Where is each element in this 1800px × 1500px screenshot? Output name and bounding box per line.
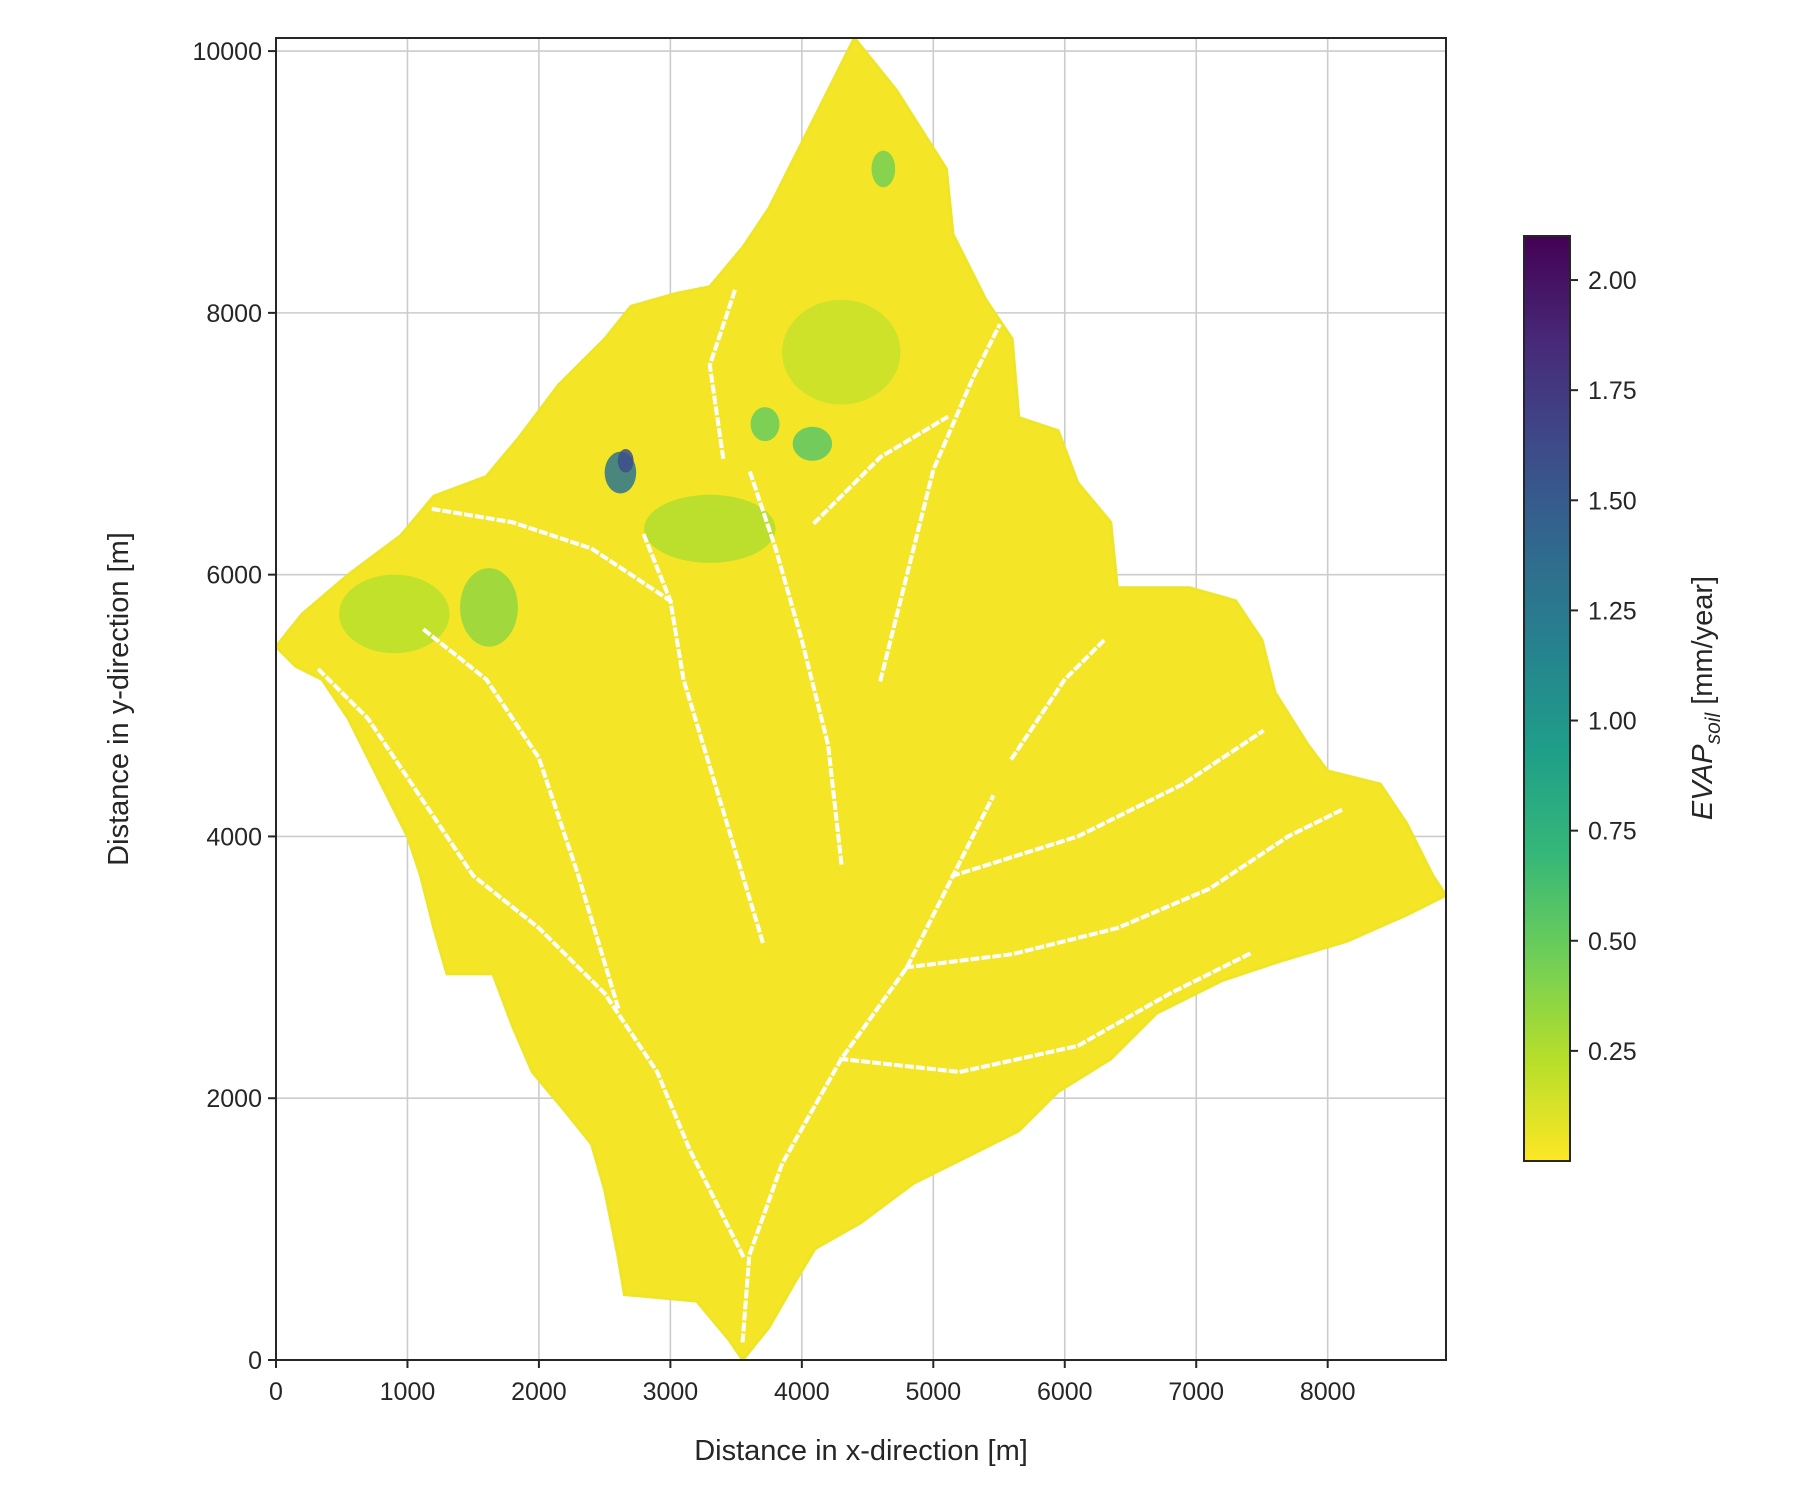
x-tick-label: 7000 (1168, 1378, 1224, 1406)
colorbar-tick-label: 1.25 (1588, 597, 1637, 625)
channel-cells (746, 467, 844, 865)
channel-cells (417, 624, 621, 1010)
axes-frame (275, 37, 1447, 1361)
colorbar-tick-label: 0.50 (1588, 928, 1637, 956)
evap-patch (792, 426, 833, 461)
channel-cells (839, 951, 1252, 1075)
evap-patch (750, 407, 780, 442)
colorbar-tick-label: 1.75 (1588, 377, 1637, 405)
x-tick-label: 3000 (643, 1378, 699, 1406)
x-tick-label: 8000 (1300, 1378, 1356, 1406)
y-tick-label: 8000 (206, 300, 262, 328)
y-tick-label: 0 (248, 1347, 262, 1375)
channel-cells (641, 532, 765, 944)
colorbar-label-subscript: soil (1702, 712, 1725, 745)
colorbar-tick-label: 0.75 (1588, 818, 1637, 846)
colorbar-label-units: [mm/year] (1687, 576, 1719, 713)
channel-cells (1009, 637, 1108, 761)
x-tick-label: 4000 (774, 1378, 830, 1406)
x-tick-label: 2000 (511, 1378, 567, 1406)
heatmap-layer (276, 38, 1446, 1360)
y-tick-label: 4000 (206, 823, 262, 851)
evap-patch (617, 448, 634, 473)
channel-cells (431, 506, 674, 604)
colorbar-tick-label: 1.00 (1588, 708, 1637, 736)
y-axis-ticks: 0 2000 4000 6000 8000 10000 (192, 38, 276, 1375)
colorbar-label: EVAPsoil [mm/year] (1687, 576, 1725, 820)
channel-cells (707, 284, 739, 460)
channel-cells (312, 663, 746, 1258)
y-tick-label: 6000 (206, 562, 262, 590)
colorbar-ticks: 0.25 0.50 0.75 1.00 1.25 1.50 1.75 2.00 (1570, 267, 1637, 1066)
colorbar-label-main: EVAP (1687, 744, 1719, 820)
y-tick-label: 10000 (192, 38, 262, 66)
evap-patch (871, 150, 896, 188)
channel-cells (950, 728, 1265, 879)
catchment-area (276, 38, 1446, 1360)
evap-patch (460, 568, 518, 647)
x-tick-label: 0 (269, 1378, 283, 1406)
y-axis-label: Distance in y-direction [m] (103, 532, 135, 866)
colorbar (1523, 235, 1571, 1162)
colorbar-tick-label: 1.50 (1588, 487, 1637, 515)
x-tick-label: 1000 (380, 1378, 436, 1406)
evap-patch (339, 574, 450, 654)
y-tick-label: 2000 (206, 1085, 262, 1113)
colorbar-tick-label: 0.25 (1588, 1038, 1637, 1066)
channel-cells (812, 414, 950, 526)
evap-patch (782, 299, 901, 405)
x-axis-ticks: 0 1000 2000 3000 4000 5000 6000 7000 8000 (269, 1360, 1355, 1406)
x-tick-label: 5000 (905, 1378, 961, 1406)
colorbar-tick-label: 2.00 (1588, 267, 1637, 295)
x-axis-label: Distance in x-direction [m] (694, 1435, 1028, 1467)
x-tick-label: 6000 (1037, 1378, 1093, 1406)
channel-cells (878, 323, 1002, 682)
evap-patch (644, 494, 776, 563)
channel-cells (904, 807, 1344, 970)
